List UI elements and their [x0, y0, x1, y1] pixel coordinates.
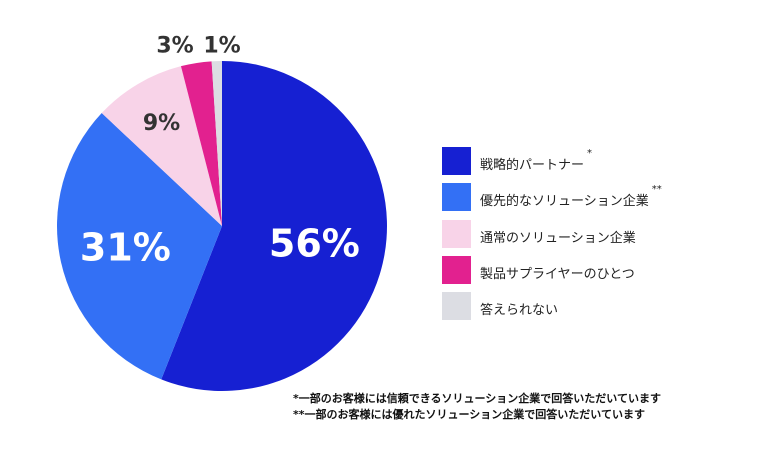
legend-label: 通常のソリューション企業 [480, 231, 636, 246]
legend-swatch [442, 183, 471, 211]
legend-label: 答えられない [480, 303, 559, 318]
legend-marker: ** [651, 184, 662, 195]
legend-swatch [442, 147, 471, 175]
slice-preferred-solution [56, 113, 223, 380]
data-label: 1% [203, 34, 240, 59]
legend-label: 製品サプライヤーのひとつ [480, 267, 635, 282]
data-label: 31% [80, 226, 171, 270]
legend-label: 戦略的パートナー* [480, 148, 593, 173]
footnote-2: **一部のお客様には優れたソリューション企業で回答いただいています [293, 408, 645, 421]
data-label: 56% [269, 222, 360, 266]
data-label: 3% [156, 34, 193, 59]
legend-swatch [442, 292, 471, 320]
legend-label: 優先的なソリューション企業** [480, 184, 662, 209]
footnote-1: *一部のお客様には信頼できるソリューション企業で回答いただいています [293, 392, 661, 405]
slice-regular-solution [101, 66, 222, 226]
legend-marker: * [587, 148, 593, 159]
slice-strategic-partner [161, 61, 388, 391]
data-label: 9% [143, 111, 180, 136]
legend-swatch [442, 256, 471, 284]
slice-product-supplier [180, 61, 222, 226]
slice-cannot-answer [211, 61, 222, 226]
legend-swatch [442, 220, 471, 248]
